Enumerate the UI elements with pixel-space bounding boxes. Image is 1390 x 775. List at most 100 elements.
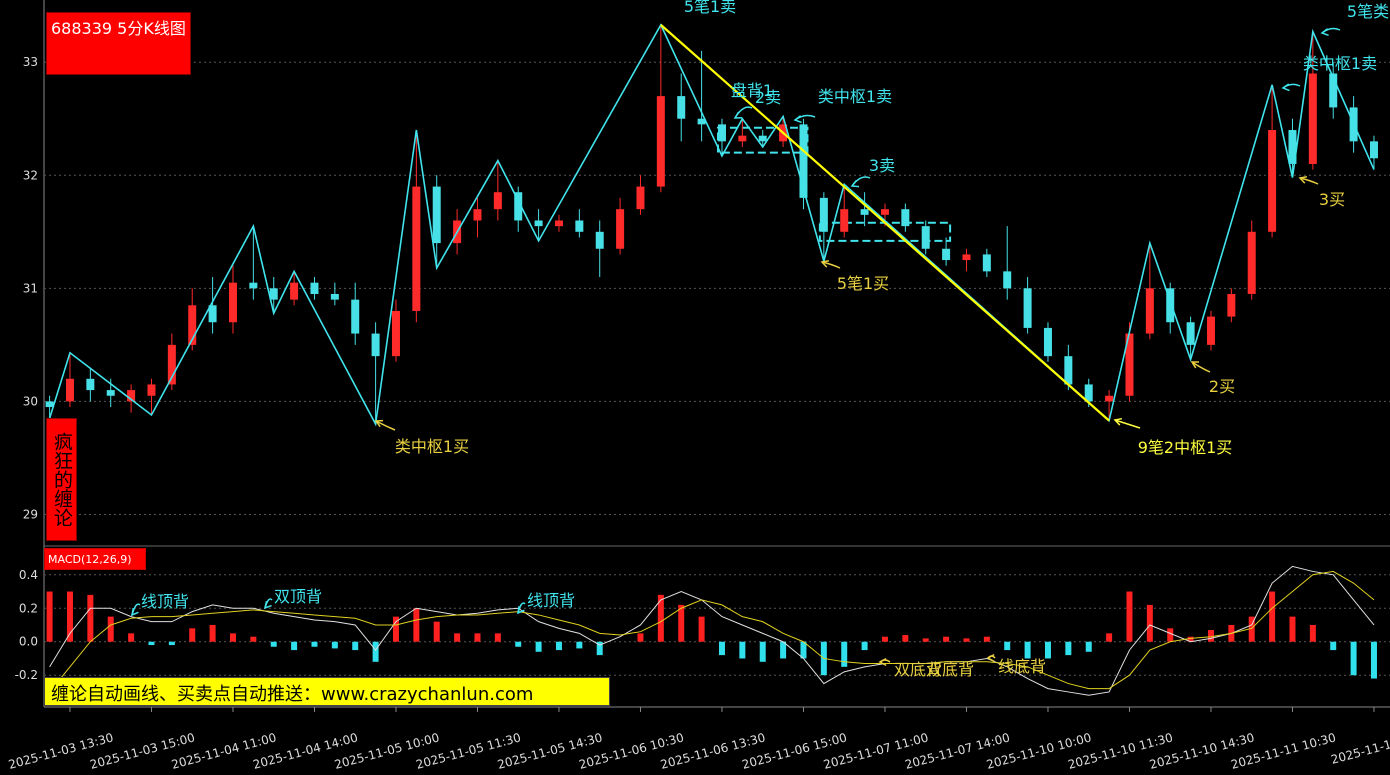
annotation-arrowhead (793, 115, 802, 124)
annotation-arrowhead (1281, 83, 1290, 92)
annotation-arrowhead (986, 653, 995, 663)
macd-bar (229, 633, 236, 642)
banner: 缠论自动画线、买卖点自动推送：www.crazychanlun.com (44, 677, 610, 706)
annotation-arrowhead (1320, 28, 1329, 37)
side-label: 疯狂的缠论 (46, 418, 77, 541)
candle-body (86, 378, 95, 391)
annotation: 双底背 (894, 660, 942, 679)
candle-body (656, 96, 665, 187)
macd-bar (494, 633, 501, 642)
macd-bar (1106, 633, 1113, 642)
annotation-arrowhead (850, 179, 860, 188)
candle-body (269, 288, 278, 300)
annotation-arrowhead (1298, 176, 1308, 184)
annotation: 线顶背 (141, 592, 189, 611)
y-tick-label: 33 (23, 55, 38, 69)
macd-bar (107, 616, 114, 642)
macd-bar (515, 641, 522, 647)
annotation: 5笔1买 (837, 274, 889, 293)
macd-bar (189, 628, 196, 642)
annotation-arrowhead (1113, 417, 1123, 426)
candle-body (1268, 130, 1277, 232)
macd-bar (963, 638, 970, 642)
candle-body (1206, 316, 1215, 345)
annotation-arrowhead (878, 657, 887, 667)
macd-bar (555, 641, 562, 651)
macd-bar (1085, 641, 1092, 652)
annotation-arrowhead (374, 419, 384, 428)
candle-body (412, 186, 421, 311)
annotation-arrowhead (263, 601, 272, 610)
candle-body (1023, 288, 1032, 328)
candle-body (1186, 322, 1195, 345)
candle-body (1166, 288, 1175, 323)
macd-bar (128, 633, 135, 642)
candle-body (127, 390, 136, 402)
candle-body (595, 231, 604, 249)
candle-body (880, 209, 889, 215)
candle-body (1227, 293, 1236, 317)
annotation: 3买 (1319, 190, 1345, 209)
macd-bar (1248, 616, 1255, 642)
macd-bar (1330, 641, 1337, 651)
macd-bar (922, 638, 929, 642)
candle-body (942, 248, 951, 261)
macd-bar (1004, 641, 1011, 651)
y-tick-label: 29 (23, 507, 38, 521)
candle-body (473, 209, 482, 221)
macd-bar (637, 633, 644, 642)
annotation: 双底背 (926, 660, 974, 679)
annotation: 2卖 (755, 88, 781, 107)
candle-body (758, 135, 767, 142)
macd-bar (87, 594, 94, 642)
annotation: 线底背 (998, 657, 1046, 676)
candle-body (819, 197, 828, 232)
annotation: 类中枢1买 (395, 437, 469, 456)
candle-body (616, 209, 625, 249)
macd-bar (474, 633, 481, 642)
macd-bar (902, 635, 909, 642)
macd-bar (413, 608, 420, 642)
macd-bar (352, 641, 359, 651)
macd-bar (861, 641, 868, 651)
macd-bar (209, 624, 216, 642)
y-tick-label: 32 (23, 168, 38, 182)
macd-bar (372, 641, 379, 662)
annotation-arrowhead (820, 260, 830, 268)
candle-body (65, 378, 74, 402)
candle-body (290, 282, 299, 300)
annotation-arrowhead (1190, 361, 1200, 369)
candle-body (228, 282, 237, 323)
candle-body (1003, 271, 1012, 289)
macd-bar (841, 641, 848, 667)
macd-bar (1146, 604, 1153, 642)
macd-bar (46, 591, 53, 642)
candle-body (514, 192, 523, 221)
macd-line (49, 565, 1375, 696)
candle-body (167, 344, 176, 385)
y-tick-label: 0.0 (19, 635, 38, 649)
candle-body (554, 220, 563, 227)
annotation-arrowhead (131, 607, 139, 617)
candle-body (310, 282, 319, 294)
macd-bar (1207, 630, 1214, 642)
macd-bar (657, 594, 664, 642)
candle-body (330, 293, 339, 300)
annotation: 9笔2中枢1买 (1138, 438, 1233, 457)
candle-body (249, 282, 258, 289)
macd-bar (780, 641, 787, 659)
candle-body (1084, 384, 1093, 402)
macd-bar (596, 641, 603, 656)
title-box: 688339 5分K线图 (46, 12, 191, 75)
annotation: 5笔1卖 (684, 0, 736, 16)
annotation-arrow (375, 420, 396, 431)
candle-body (1247, 231, 1256, 294)
macd-bar (1044, 641, 1051, 659)
macd-bar (331, 641, 338, 649)
candle-body (351, 299, 360, 334)
macd-bar (1167, 628, 1174, 642)
candle-body (1125, 333, 1134, 396)
candle-body (534, 220, 543, 227)
